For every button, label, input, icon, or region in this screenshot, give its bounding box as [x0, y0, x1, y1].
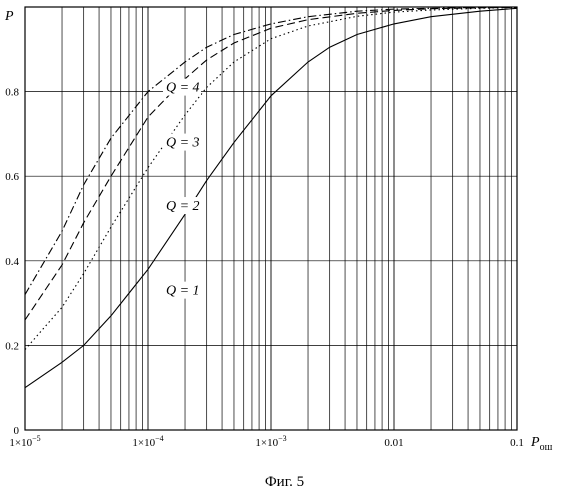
- x-tick-labels: 1×10−5 1×10−4 1×10−3 0.01 0.1: [9, 434, 523, 449]
- curve-label: Q = 1: [166, 284, 200, 299]
- y-axis-label: P: [4, 9, 14, 24]
- figure-caption: Фиг. 5: [0, 474, 569, 491]
- x-tick-label: 1×10−5: [9, 434, 40, 449]
- curve-label: Q = 4: [166, 81, 200, 96]
- y-tick-label: 0.2: [5, 340, 19, 352]
- y-tick-labels: 0 0.2 0.4 0.6 0.8: [5, 87, 19, 437]
- x-tick-label: 0.1: [510, 437, 524, 449]
- grid: [25, 7, 517, 430]
- y-tick-label: 0: [14, 425, 20, 437]
- x-tick-label: 1×10−4: [132, 434, 163, 449]
- x-axis-label-main: P: [530, 435, 540, 450]
- x-axis-label-subscript: ош: [540, 442, 553, 453]
- curve-label: Q = 3: [166, 136, 200, 151]
- y-tick-label: 0.8: [5, 87, 19, 99]
- x-tick-label: 1×10−3: [255, 434, 286, 449]
- x-axis-label: Pош: [530, 435, 553, 453]
- curve-labels: Q = 1 Q = 2 Q = 3 Q = 4: [163, 79, 201, 299]
- y-tick-label: 0.4: [5, 256, 19, 268]
- y-tick-label: 0.6: [5, 171, 19, 183]
- curve-label: Q = 2: [166, 199, 200, 214]
- x-tick-label: 0.01: [384, 437, 403, 449]
